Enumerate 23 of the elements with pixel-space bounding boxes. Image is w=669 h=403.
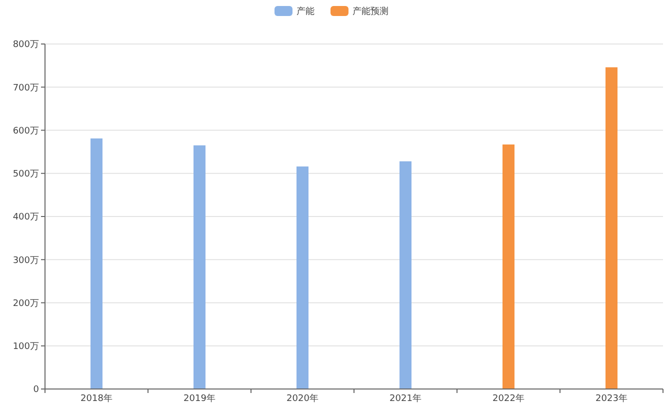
x-tick-label: 2019年 [184,393,216,403]
y-tick-label: 600万 [12,126,39,136]
y-tick-label: 200万 [12,298,39,309]
bar [400,161,412,389]
y-tick-label: 400万 [12,212,39,223]
x-tick-label: 2018年 [80,393,112,403]
y-tick-label: 0 [33,385,40,396]
y-tick-label: 300万 [12,256,39,266]
y-tick-label: 700万 [12,83,39,94]
bar [296,166,308,389]
bar [194,145,206,389]
x-tick-label: 2021年 [390,393,422,403]
x-tick-label: 2020年 [286,393,318,403]
bar [90,138,102,389]
x-tick-label: 2023年 [596,393,628,403]
y-tick-label: 500万 [12,170,39,180]
bar [606,67,618,389]
legend-label: 产能 [296,6,314,18]
y-tick-label: 800万 [12,40,39,50]
y-tick-label: 100万 [12,342,39,352]
bar [502,144,514,389]
x-tick-label: 2022年 [492,393,524,403]
legend-label: 产能预测 [352,6,388,18]
